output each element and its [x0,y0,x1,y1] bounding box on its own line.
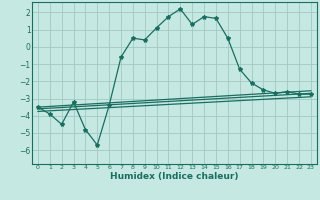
X-axis label: Humidex (Indice chaleur): Humidex (Indice chaleur) [110,172,239,181]
